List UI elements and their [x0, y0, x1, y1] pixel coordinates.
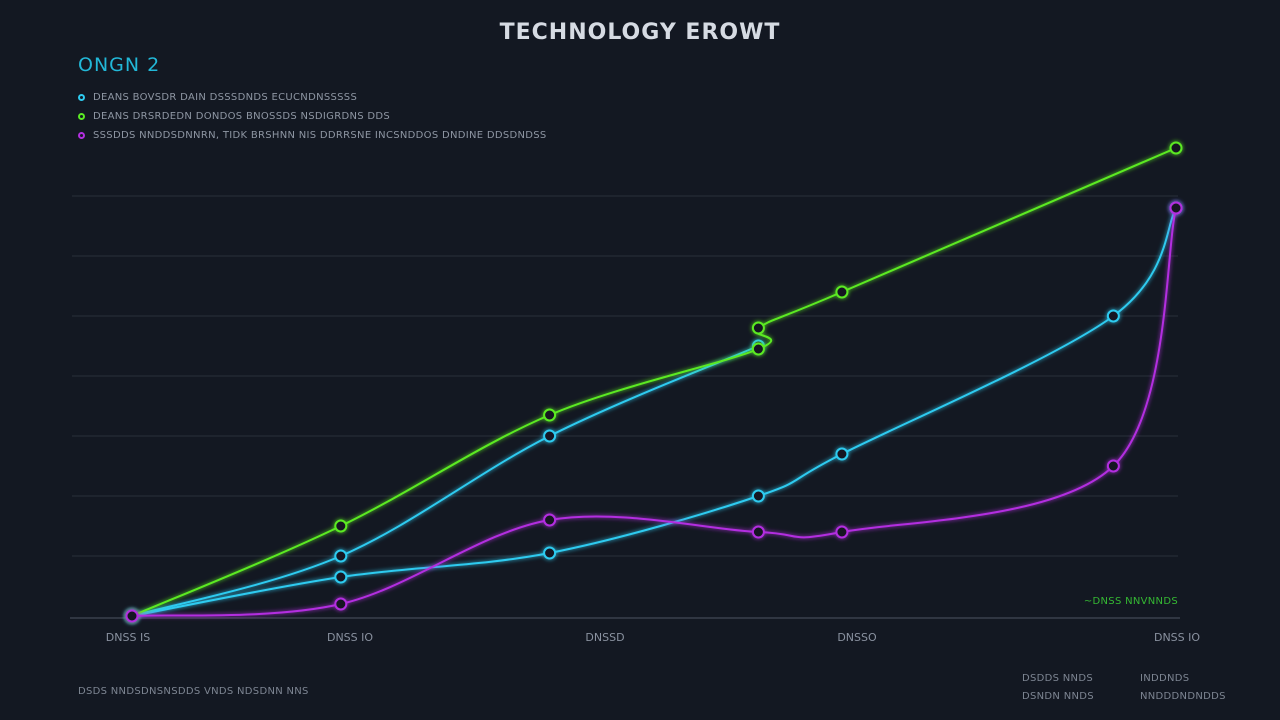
data-point	[1106, 309, 1120, 323]
series-line	[131, 207, 1177, 617]
footer-note: DSNDN NNDS	[1022, 691, 1094, 702]
data-point	[1106, 459, 1120, 473]
data-point	[334, 549, 348, 563]
data-point	[751, 525, 765, 539]
data-point	[543, 408, 557, 422]
legend: DEANS BOVSDR DAIN DSSSDNDS ECUCNDNSSSSS D…	[78, 88, 547, 145]
x-tick-label: DNSS IO	[327, 631, 373, 644]
footer-note: INDDNDS	[1140, 673, 1190, 684]
data-point	[751, 489, 765, 503]
data-point	[334, 519, 348, 533]
data-point	[751, 321, 765, 335]
series-group	[125, 141, 1183, 623]
x-tick-label: DNSSO	[837, 631, 877, 644]
data-point	[835, 525, 849, 539]
legend-label: DEANS BOVSDR DAIN DSSSDNDS ECUCNDNSSSSS	[93, 92, 358, 103]
x-tick-label: DNSSD	[585, 631, 624, 644]
legend-marker-icon	[78, 132, 85, 139]
footer-notes-left: DSDDS NNDS DSNDN NNDS	[1022, 670, 1094, 706]
series-line	[131, 147, 1177, 617]
footer-note: NNDDDNDNDDS	[1140, 691, 1226, 702]
legend-item: SSSDDS NNDDSDNNRN, TIDK BRSHNN NIS DDRRS…	[78, 126, 547, 145]
legend-item: DEANS DRSRDEDN DONDOS BNOSSDS NSDIGRDNS …	[78, 107, 547, 126]
data-point	[835, 285, 849, 299]
series-line	[131, 345, 759, 617]
legend-label: SSSDDS NNDDSDNNRN, TIDK BRSHNN NIS DDRRS…	[93, 130, 547, 141]
series-line	[131, 207, 1177, 617]
data-point	[543, 429, 557, 443]
legend-marker-icon	[78, 113, 85, 120]
corner-annotation: ~DNSS NNVNNDS	[1083, 596, 1178, 607]
chart-title: TECHNOLOGY EROWT	[499, 20, 781, 45]
series-group	[125, 201, 1183, 623]
footnote: DSDS NNDSDNSNSDDS VNDS NDSDNN NNS	[78, 686, 309, 697]
legend-label: DEANS DRSRDEDN DONDOS BNOSSDS NSDIGRDNS …	[93, 111, 391, 122]
data-point	[543, 513, 557, 527]
data-point	[334, 597, 348, 611]
legend-marker-icon	[78, 94, 85, 101]
x-tick-label: DNSS IO	[1154, 631, 1200, 644]
data-point	[1169, 201, 1183, 215]
grid-lines	[72, 195, 1178, 557]
data-point	[334, 570, 348, 584]
x-tick-labels: DNSS IS DNSS IO DNSSD DNSSO DNSS IO	[106, 631, 1201, 644]
footer-note: DSDDS NNDS	[1022, 673, 1093, 684]
footer-notes-right: INDDNDS NNDDDNDNDDS	[1140, 670, 1226, 706]
x-tick-label: DNSS IS	[106, 631, 150, 644]
data-point	[1169, 141, 1183, 155]
data-point	[125, 609, 139, 623]
data-point	[543, 546, 557, 560]
panel-label: ONGN 2	[78, 54, 161, 76]
data-point	[751, 342, 765, 356]
series-group	[125, 201, 1183, 623]
data-point	[835, 447, 849, 461]
series-layer	[125, 141, 1183, 623]
legend-item: DEANS BOVSDR DAIN DSSSDNDS ECUCNDNSSSSS	[78, 88, 547, 107]
